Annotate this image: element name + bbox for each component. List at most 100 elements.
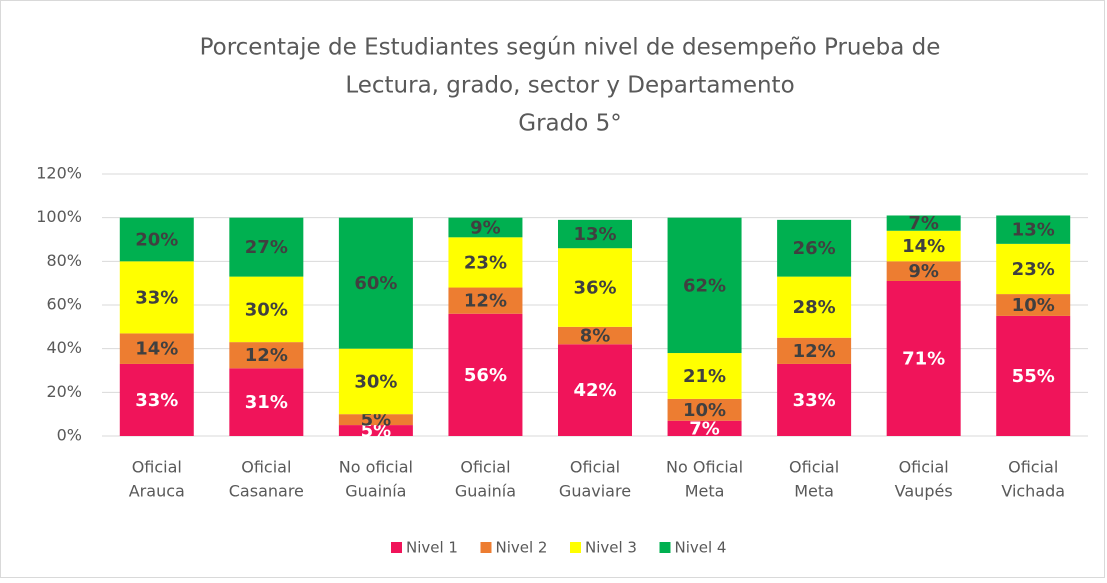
data-label: 28% — [793, 297, 836, 318]
bar-segment — [777, 363, 852, 436]
bar-segment — [996, 243, 1071, 295]
data-label: 14% — [135, 339, 178, 360]
x-tick-label: No oficial — [339, 458, 413, 477]
legend-swatch — [480, 542, 492, 553]
bar-segment — [229, 217, 304, 277]
bar-segment — [229, 368, 304, 436]
bar-segment — [558, 219, 632, 249]
bar-segment — [448, 217, 523, 238]
bar-segment — [338, 348, 413, 415]
data-label: 7% — [689, 418, 720, 439]
legend-label: Nivel 1 — [406, 539, 458, 557]
legend-swatch — [570, 542, 581, 553]
data-label: 14% — [902, 236, 945, 257]
bar-segment — [886, 215, 961, 231]
legend-label: Nivel 3 — [585, 539, 637, 557]
data-label: 30% — [245, 299, 288, 320]
x-tick-label: Oficial — [241, 458, 291, 477]
data-label: 27% — [245, 237, 288, 258]
bar-segment — [119, 217, 194, 262]
bar-segment — [886, 261, 961, 281]
y-tick-label: 0% — [57, 426, 82, 445]
x-tick-label: Guaviare — [559, 482, 631, 501]
bar-segment — [558, 248, 632, 327]
chart-title: Grado 5° — [518, 111, 622, 137]
x-tick-label: Guainía — [455, 482, 516, 501]
bar-segment — [667, 398, 742, 421]
data-label: 9% — [908, 261, 939, 282]
data-label: 5% — [361, 421, 392, 442]
data-label: 23% — [464, 252, 507, 273]
x-tick-label: Casanare — [229, 482, 304, 501]
data-label: 7% — [908, 213, 939, 234]
data-label: 13% — [573, 224, 616, 245]
data-label: 31% — [245, 392, 288, 413]
chart-title: Porcentaje de Estudiantes según nivel de… — [200, 35, 941, 61]
bar-segment — [667, 353, 742, 399]
bar-segment — [777, 276, 852, 338]
bar-segment — [886, 280, 961, 436]
y-tick-label: 40% — [46, 338, 82, 357]
data-label: 10% — [683, 400, 726, 421]
data-label: 12% — [793, 341, 836, 362]
x-tick-label: Oficial — [789, 458, 839, 477]
bar-segment — [996, 315, 1071, 436]
bar-segment — [119, 333, 194, 364]
data-label: 60% — [354, 273, 397, 294]
bar-segment — [996, 294, 1071, 316]
bar-segment — [558, 326, 632, 345]
bar-segment — [558, 344, 632, 436]
x-tick-label: Vichada — [1001, 482, 1065, 501]
data-label: 5% — [361, 410, 392, 431]
bar-segment — [119, 261, 194, 334]
x-tick-label: Oficial — [899, 458, 949, 477]
bar-segment — [338, 425, 413, 436]
bar-segment — [448, 287, 523, 314]
data-label: 33% — [135, 390, 178, 411]
bar-segment — [667, 217, 742, 354]
legend-swatch — [391, 542, 402, 553]
data-label: 12% — [464, 291, 507, 312]
x-tick-label: Oficial — [570, 458, 620, 477]
bar-segment — [338, 217, 413, 349]
y-tick-label: 100% — [36, 207, 82, 226]
data-label: 12% — [245, 345, 288, 366]
data-label: 23% — [1012, 259, 1055, 280]
legend-label: Nivel 2 — [496, 539, 548, 557]
data-label: 26% — [793, 238, 836, 259]
x-tick-label: No Oficial — [666, 458, 743, 477]
x-tick-label: Guainía — [345, 482, 406, 501]
y-tick-label: 80% — [46, 251, 82, 270]
data-label: 56% — [464, 365, 507, 386]
bar-segment — [886, 230, 961, 262]
data-label: 42% — [573, 380, 616, 401]
data-label: 21% — [683, 366, 726, 387]
data-label: 33% — [135, 287, 178, 308]
y-tick-label: 20% — [46, 382, 82, 401]
x-tick-label: Arauca — [129, 482, 185, 501]
bar-segment — [229, 276, 304, 343]
bar-segment — [777, 337, 852, 364]
bar-segment — [338, 414, 413, 426]
data-label: 33% — [793, 390, 836, 411]
data-label: 13% — [1012, 220, 1055, 241]
data-label: 10% — [1012, 295, 1055, 316]
data-label: 9% — [470, 217, 501, 238]
bar-segment — [996, 215, 1071, 244]
x-tick-label: Vaupés — [895, 482, 953, 501]
data-label: 36% — [573, 278, 616, 299]
x-tick-label: Oficial — [1008, 458, 1058, 477]
bar-segment — [667, 420, 742, 436]
legend-label: Nivel 4 — [675, 539, 727, 557]
bar-segment — [229, 342, 304, 369]
x-tick-label: Oficial — [460, 458, 510, 477]
bar-segment — [448, 313, 523, 436]
x-tick-label: Oficial — [132, 458, 182, 477]
data-label: 71% — [902, 348, 945, 369]
y-tick-label: 60% — [46, 295, 82, 314]
bar-segment — [777, 219, 852, 277]
y-tick-label: 120% — [36, 164, 82, 183]
data-label: 20% — [135, 230, 178, 251]
x-tick-label: Meta — [794, 482, 834, 501]
